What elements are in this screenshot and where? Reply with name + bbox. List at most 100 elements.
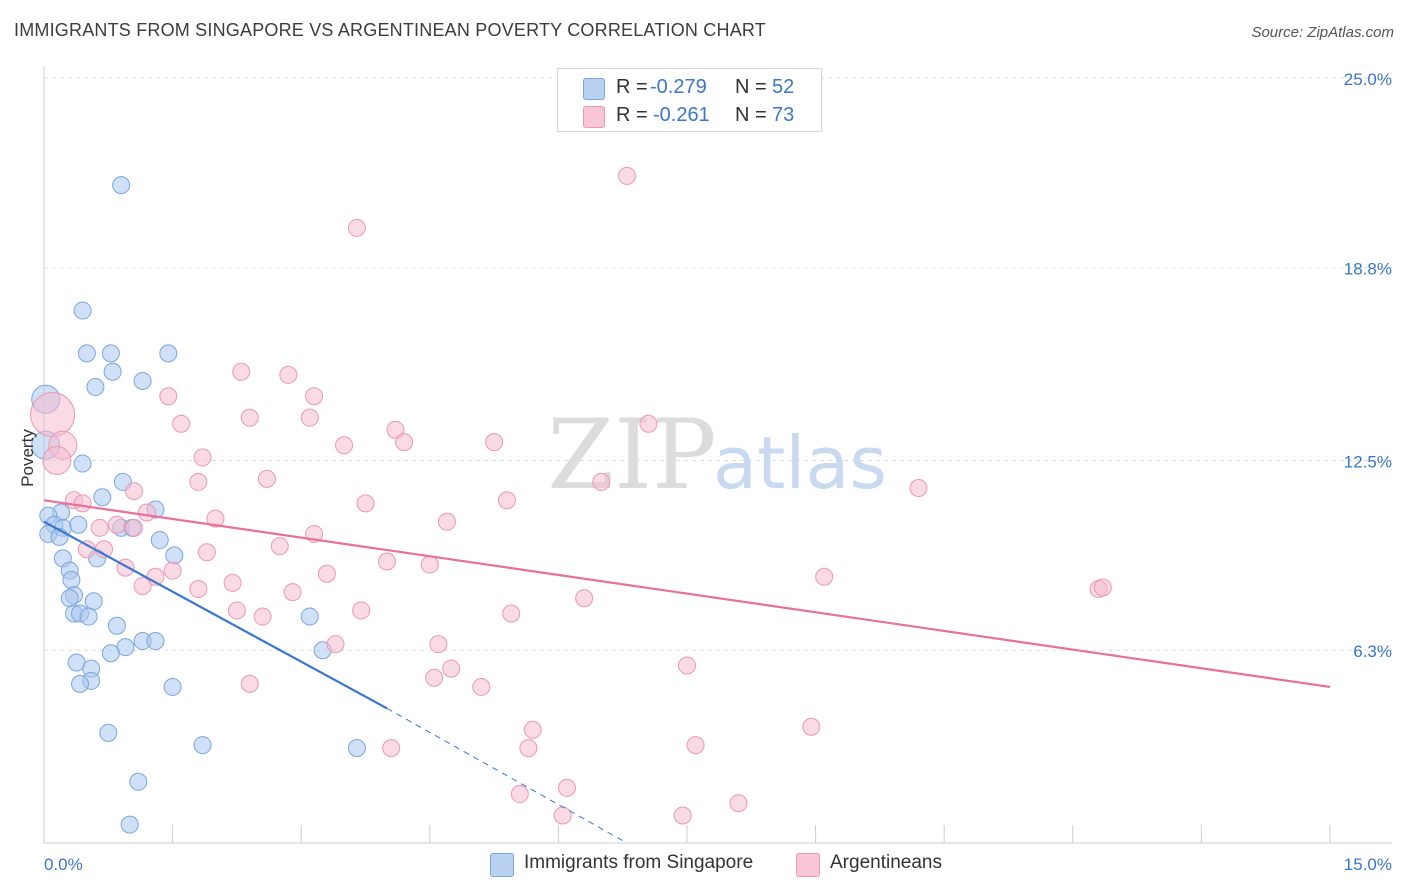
point-singapore bbox=[159, 344, 178, 363]
point-argentineans bbox=[592, 472, 611, 491]
point-argentineans bbox=[420, 555, 439, 574]
legend-r-label: R = bbox=[616, 76, 648, 98]
point-singapore bbox=[86, 378, 105, 397]
point-singapore bbox=[150, 531, 169, 550]
y-tick-label: 6.3% bbox=[1353, 642, 1392, 661]
point-singapore bbox=[79, 607, 98, 626]
point-argentineans bbox=[639, 414, 658, 433]
point-singapore bbox=[73, 454, 92, 473]
legend-n-label: N = bbox=[735, 104, 767, 126]
point-argentineans bbox=[472, 677, 491, 696]
point-argentineans bbox=[253, 607, 272, 626]
point-argentineans bbox=[206, 509, 225, 528]
point-argentineans bbox=[686, 736, 705, 755]
point-argentineans bbox=[382, 739, 401, 758]
point-argentineans bbox=[227, 601, 246, 620]
legend-n-label: N = bbox=[735, 76, 767, 98]
point-argentineans bbox=[197, 543, 216, 562]
point-argentineans bbox=[485, 433, 504, 452]
point-singapore bbox=[193, 736, 212, 755]
y-tick-label: 18.8% bbox=[1344, 260, 1392, 279]
point-singapore bbox=[71, 674, 90, 693]
point-argentineans bbox=[223, 573, 242, 592]
legend-r-value: -0.279 bbox=[650, 76, 707, 98]
point-argentineans bbox=[125, 482, 144, 501]
point-singapore bbox=[99, 723, 118, 742]
point-argentineans bbox=[193, 448, 212, 467]
point-argentineans bbox=[347, 218, 366, 237]
point-argentineans bbox=[283, 583, 302, 602]
point-argentineans bbox=[90, 518, 109, 537]
point-argentineans bbox=[107, 515, 126, 534]
point-argentineans bbox=[257, 469, 276, 488]
point-singapore bbox=[77, 344, 96, 363]
point-singapore bbox=[101, 644, 120, 663]
point-argentineans bbox=[442, 659, 461, 678]
point-singapore bbox=[107, 616, 126, 635]
point-argentineans bbox=[377, 552, 396, 571]
point-argentineans bbox=[678, 656, 696, 675]
point-singapore bbox=[101, 344, 120, 363]
point-argentineans bbox=[523, 720, 542, 739]
trend-lines bbox=[43, 499, 1331, 844]
point-argentineans bbox=[815, 567, 834, 586]
point-singapore bbox=[165, 546, 184, 565]
point-singapore bbox=[69, 515, 88, 534]
watermark-zip: ZIP bbox=[547, 399, 716, 511]
point-argentineans bbox=[1093, 578, 1112, 597]
legend-r-value: -0.261 bbox=[653, 104, 710, 126]
point-singapore bbox=[146, 632, 165, 651]
point-singapore bbox=[129, 772, 148, 791]
point-argentineans bbox=[240, 408, 259, 427]
point-argentineans bbox=[502, 604, 521, 623]
watermark: ZIP atlas bbox=[547, 399, 887, 511]
point-singapore bbox=[73, 301, 92, 320]
point-argentineans bbox=[909, 479, 928, 498]
point-singapore bbox=[103, 362, 122, 381]
legend-row-singapore: R = -0.279 N = 52 bbox=[558, 72, 821, 102]
point-argentineans bbox=[326, 635, 345, 654]
x-tick-label: 15.0% bbox=[1344, 855, 1392, 874]
point-argentineans bbox=[425, 668, 444, 687]
point-argentineans bbox=[240, 674, 259, 693]
point-argentineans bbox=[802, 717, 821, 736]
point-argentineans bbox=[305, 387, 324, 406]
bottom-legend-swatch-blue bbox=[490, 853, 514, 877]
point-argentineans bbox=[617, 166, 636, 185]
point-argentineans bbox=[279, 365, 298, 384]
point-argentineans bbox=[172, 414, 191, 433]
point-argentineans bbox=[429, 635, 448, 654]
point-singapore bbox=[60, 589, 79, 608]
y-tick-label: 12.5% bbox=[1344, 453, 1392, 472]
gridlines bbox=[44, 77, 1392, 651]
bottom-legend-label: Immigrants from Singapore bbox=[524, 852, 754, 873]
point-singapore bbox=[163, 677, 182, 696]
point-singapore bbox=[62, 570, 81, 589]
legend-n-value: 73 bbox=[772, 104, 795, 126]
chart-title: IMMIGRANTS FROM SINGAPORE VS ARGENTINEAN… bbox=[14, 20, 766, 40]
y-tick-label: 25.0% bbox=[1344, 70, 1392, 89]
point-argentineans bbox=[395, 433, 414, 452]
bottom-legend-label: Argentineans bbox=[830, 852, 942, 873]
point-argentineans bbox=[300, 408, 319, 427]
point-singapore bbox=[93, 488, 112, 507]
source-label: Source: ZipAtlas.com bbox=[1251, 24, 1394, 41]
point-argentineans bbox=[159, 387, 178, 406]
point-argentineans bbox=[42, 446, 72, 475]
watermark-atlas: atlas bbox=[713, 421, 887, 505]
point-singapore bbox=[347, 739, 366, 758]
point-argentineans bbox=[557, 778, 576, 797]
point-argentineans bbox=[575, 589, 594, 608]
point-argentineans bbox=[386, 420, 405, 439]
legend-n-value: 52 bbox=[772, 76, 795, 98]
point-argentineans bbox=[133, 576, 152, 595]
legend-swatch-pink bbox=[583, 106, 605, 128]
series-argentineans-points bbox=[30, 166, 1112, 825]
point-singapore bbox=[84, 592, 103, 611]
point-argentineans bbox=[437, 512, 456, 531]
point-argentineans bbox=[163, 561, 182, 580]
point-argentineans bbox=[352, 601, 371, 620]
point-argentineans bbox=[270, 537, 289, 556]
point-singapore bbox=[112, 176, 131, 195]
tick-labels: 6.3% 12.5% 18.8% 25.0% 0.0% 15.0% bbox=[44, 70, 1392, 874]
